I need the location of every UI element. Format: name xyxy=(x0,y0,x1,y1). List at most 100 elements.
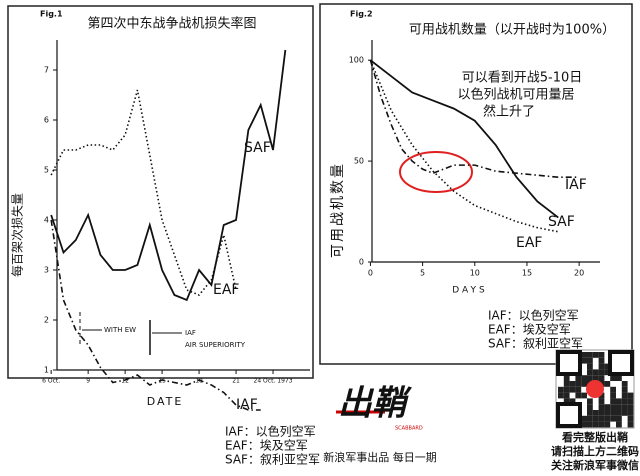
series-line xyxy=(50,49,287,302)
legend-note: SAF：叙利亚空军 xyxy=(225,453,320,467)
qr-cell xyxy=(621,410,628,416)
logo: 出鞘 xyxy=(338,384,412,424)
qr-finder xyxy=(608,350,634,376)
frame-2 xyxy=(319,3,633,365)
annotation: 可以看到开战5-10日 xyxy=(462,70,583,86)
qr-cell xyxy=(604,404,611,410)
qr-cell xyxy=(569,398,576,405)
x-axis-label: DAYS xyxy=(452,286,487,296)
fig-label: Fig.1 xyxy=(40,10,63,19)
qr-logo xyxy=(586,380,604,398)
series-label: EAF xyxy=(516,235,542,251)
qr-cell xyxy=(563,386,570,393)
y-tick-label: 6 xyxy=(44,116,49,125)
qr-cell xyxy=(581,415,587,422)
qr-cell xyxy=(587,415,593,422)
qr-cell xyxy=(581,357,587,364)
qr-cell xyxy=(610,398,616,405)
qr-cell xyxy=(587,410,593,416)
y-tick-label: 50 xyxy=(354,157,364,166)
qr-cell xyxy=(621,392,628,399)
qr-cell xyxy=(575,381,582,387)
x-tick-label: 15 xyxy=(522,269,532,278)
qr-cell xyxy=(598,398,605,405)
qr-cell xyxy=(575,392,582,399)
qr-cell xyxy=(598,357,605,364)
x-tick-label: 0 xyxy=(368,269,373,278)
qr-cell xyxy=(587,363,593,370)
annotation: IAF xyxy=(185,329,196,337)
series-label: EAF xyxy=(213,282,239,298)
qr-cell xyxy=(616,404,622,410)
qr-cell xyxy=(563,398,570,405)
qr-cell xyxy=(604,381,611,387)
qr-cell xyxy=(610,410,616,416)
qr-cell xyxy=(610,404,616,410)
legend-note: IAF：以色列空军 xyxy=(225,425,316,439)
y-tick-label: 3 xyxy=(44,266,49,275)
x-tick-label: 20 xyxy=(574,269,584,278)
qr-cell xyxy=(598,352,605,358)
legend-note: SAF：叙利亚空军 xyxy=(488,337,583,351)
y-axis-label: 每百架次损失量 xyxy=(10,193,25,277)
qr-cell xyxy=(604,369,611,376)
x-tick-label: 10 xyxy=(470,269,480,278)
y-axis-label: 可用战机数量 xyxy=(330,162,346,258)
qr-cell xyxy=(581,392,587,399)
qr-cell xyxy=(627,415,634,422)
qr-cell xyxy=(581,381,587,387)
x-tick-label: 18 xyxy=(195,378,203,385)
qr-cell xyxy=(592,369,599,376)
qr-cell xyxy=(616,375,622,381)
y-tick-label: 1 xyxy=(44,366,49,375)
qr-cell xyxy=(563,375,570,381)
series-line xyxy=(369,59,559,219)
qr-finder xyxy=(556,350,582,376)
qr-cell xyxy=(610,386,616,393)
qr-cell xyxy=(592,415,599,422)
x-tick-label: 6 Oct. xyxy=(42,378,60,385)
qr-cell xyxy=(558,392,564,399)
qr-cell xyxy=(598,404,605,410)
fig-label: Fig.2 xyxy=(350,10,373,19)
series-line xyxy=(50,89,237,296)
qr-cell xyxy=(563,381,570,387)
qr-cell xyxy=(627,404,634,410)
series-line xyxy=(369,59,559,233)
qr-cell xyxy=(621,404,628,410)
y-tick-label: 2 xyxy=(44,316,49,325)
annotation: 以色列战机可用量居 xyxy=(457,87,574,103)
annotation: AIR SUPERIORITY xyxy=(185,341,246,349)
logo-sub: SCABBARD xyxy=(395,426,423,432)
qr-cell xyxy=(581,352,587,358)
qr-code xyxy=(555,349,635,429)
series-label: IAF xyxy=(565,177,587,193)
qr-cell xyxy=(627,398,634,405)
qr-cell xyxy=(610,392,616,399)
x-axis-label: DATE xyxy=(147,395,184,408)
qr-cell xyxy=(581,375,587,381)
qr-cell xyxy=(563,392,570,399)
y-tick-label: 4 xyxy=(44,216,49,225)
chart-title: 可用战机数量（以开战时为100%） xyxy=(409,23,615,38)
qr-cell xyxy=(621,381,628,387)
qr-cell xyxy=(610,375,616,381)
qr-cell xyxy=(587,357,593,364)
qr-cell xyxy=(592,352,599,358)
qr-cell xyxy=(581,421,587,428)
qr-cell xyxy=(587,404,593,410)
qr-cell xyxy=(604,410,611,416)
annotation: WITH EW xyxy=(104,326,136,334)
qr-cell xyxy=(598,363,605,370)
legend-note: IAF：以色列空军 xyxy=(488,309,579,323)
qr-cell xyxy=(598,392,605,399)
qr-cell xyxy=(627,410,634,416)
qr-cell xyxy=(627,392,634,399)
x-tick-label: 12 xyxy=(121,378,129,385)
qr-cell xyxy=(598,421,605,428)
y-tick-label: 0 xyxy=(359,258,364,267)
qr-cell xyxy=(616,415,622,422)
qr-cell xyxy=(592,375,599,381)
qr-caption: 请扫描上方二维码 xyxy=(551,444,639,458)
